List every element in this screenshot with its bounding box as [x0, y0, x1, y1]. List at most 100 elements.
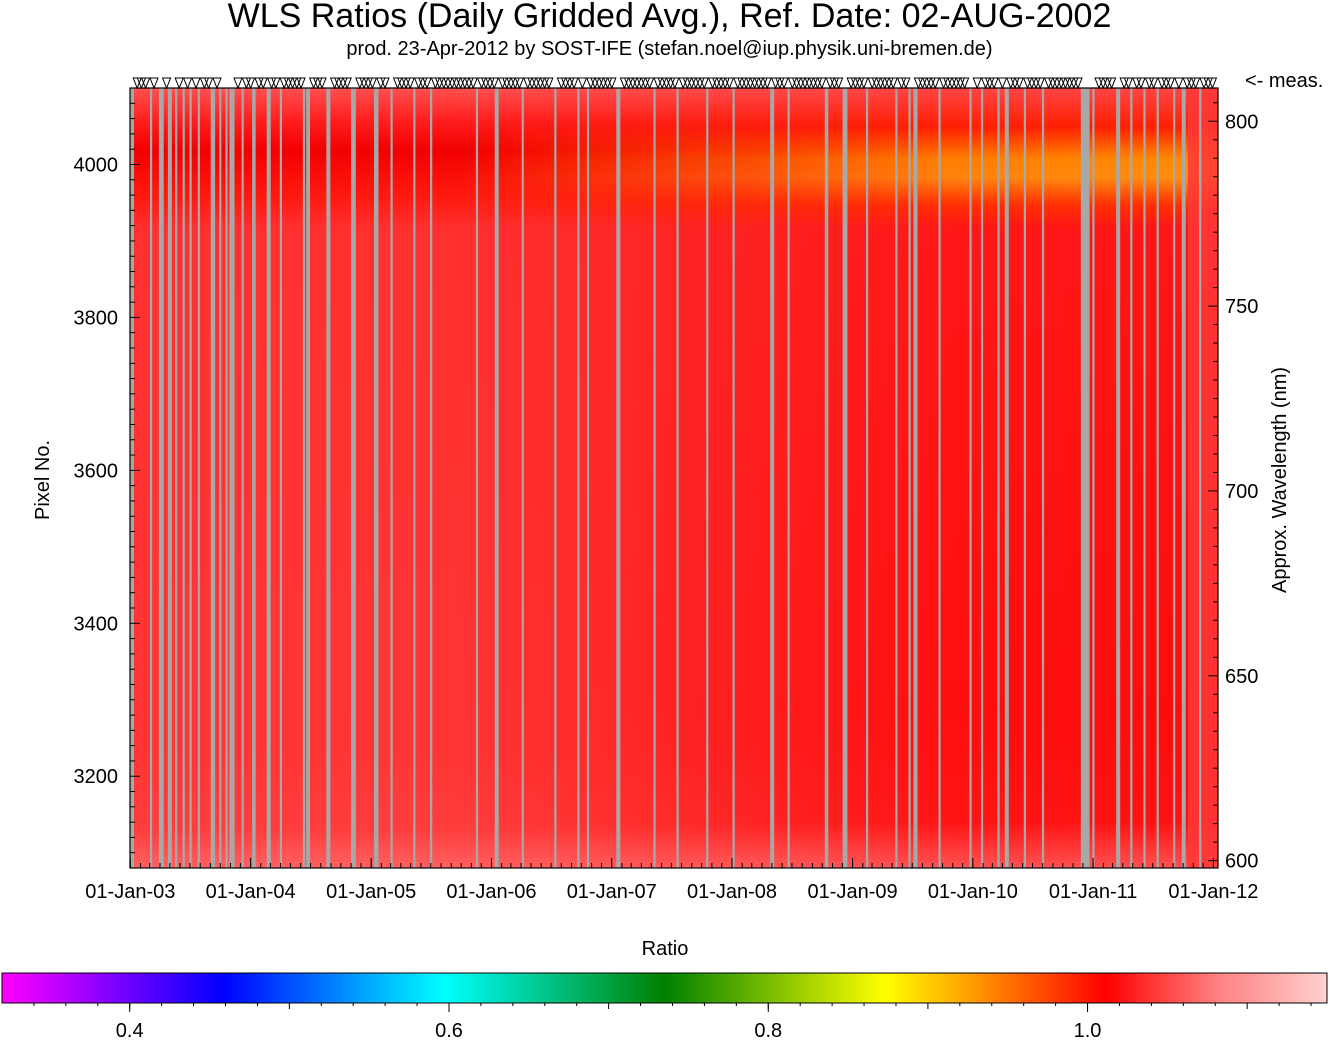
measurement-marker	[678, 77, 688, 90]
y-tick-label: 4000	[74, 154, 119, 176]
data-gap-line	[1086, 88, 1089, 868]
measurement-marker	[287, 77, 298, 90]
measurement-marker	[720, 77, 730, 90]
measurement-marker	[628, 77, 638, 90]
data-gap-line	[895, 88, 898, 868]
measurement-marker	[1035, 77, 1045, 90]
measurement-marker	[724, 77, 735, 90]
measurement-marker	[544, 77, 554, 90]
measurement-marker	[203, 77, 214, 90]
y2-tick-label: 700	[1225, 481, 1258, 503]
measurement-marker	[283, 77, 294, 90]
measurement-marker	[405, 77, 415, 90]
y2-tick-label: 600	[1225, 851, 1258, 873]
measurement-marker	[787, 77, 798, 90]
data-gap-line	[353, 88, 356, 868]
x-tick-label: 01-Jan-04	[206, 881, 296, 903]
data-gaps	[130, 88, 1202, 868]
measurement-marker	[867, 77, 877, 90]
measurement-marker	[182, 77, 193, 90]
data-gap-line	[212, 88, 216, 868]
colorbar-ticks: 0.4 0.6 0.8 1.0	[33, 1003, 1312, 1042]
measurement-marker	[1144, 77, 1155, 90]
measurement-marker	[527, 77, 537, 90]
y-axis-label: Pixel No.	[32, 440, 54, 520]
measurement-marker	[569, 77, 579, 90]
measurement-marker	[1136, 77, 1146, 90]
measurement-marker	[850, 77, 861, 90]
measurement-marker	[871, 77, 882, 90]
measurement-marker	[1022, 77, 1033, 90]
measurement-marker	[699, 77, 709, 90]
measurement-marker	[1060, 77, 1071, 90]
measurement-marker	[804, 77, 814, 90]
measurement-marker	[1048, 77, 1058, 90]
y2-axis-label: Approx. Wavelength (nm)	[1269, 367, 1291, 593]
data-gap-line	[225, 88, 228, 868]
measurement-marker	[1010, 77, 1020, 90]
measurement-marker	[997, 77, 1008, 90]
y-tick-label: 3800	[74, 307, 119, 329]
data-gap-line	[577, 88, 580, 868]
measurement-marker	[896, 77, 907, 90]
data-gap-line	[197, 88, 200, 868]
data-gap-line	[787, 88, 790, 868]
data-gap-line	[653, 88, 656, 868]
measurement-marker	[808, 77, 819, 90]
measurement-marker	[985, 77, 995, 90]
measurement-marker	[880, 77, 890, 90]
data-gap-line	[1087, 88, 1090, 868]
measurement-marker	[636, 77, 646, 90]
colorbar-tick-label: 0.4	[116, 1020, 144, 1042]
data-gap-line	[210, 88, 215, 868]
measurement-marker	[661, 77, 672, 90]
measurement-marker	[565, 77, 575, 90]
colorbar-label: Ratio	[642, 938, 689, 960]
chart-subtitle: prod. 23-Apr-2012 by SOST-IFE (stefan.no…	[346, 38, 993, 60]
measurement-marker	[901, 77, 911, 90]
measurement-marker	[779, 77, 789, 90]
data-gap-line	[1116, 88, 1121, 868]
data-gap-line	[167, 88, 172, 868]
measurement-marker	[644, 77, 655, 90]
measurement-marker	[464, 77, 474, 90]
measurement-marker	[254, 77, 264, 90]
measurement-marker	[149, 77, 159, 90]
measurement-marker	[191, 77, 201, 90]
measurement-marker	[1064, 77, 1075, 90]
measurement-marker	[888, 77, 898, 90]
measurement-marker	[758, 77, 768, 90]
measurement-marker	[955, 77, 966, 90]
measurement-marker	[733, 77, 743, 90]
data-gap-line	[554, 88, 557, 868]
x-tick-label: 01-Jan-12	[1168, 881, 1258, 903]
colorbar-tick-label: 1.0	[1074, 1020, 1102, 1042]
measurement-marker	[1098, 77, 1108, 90]
measurement-marker	[447, 77, 457, 90]
measurement-marker	[481, 77, 491, 90]
measurement-marker	[737, 77, 747, 90]
measurement-marker	[959, 77, 970, 90]
data-gap-line	[241, 88, 244, 868]
data-gap-line	[219, 88, 222, 868]
data-gap-line	[865, 88, 869, 868]
data-gap-line	[158, 88, 162, 868]
measurement-marker	[607, 77, 617, 90]
data-gap-line	[1082, 88, 1087, 868]
x-tick-label: 01-Jan-06	[446, 881, 536, 903]
measurement-marker	[1073, 77, 1083, 90]
measurement-marker	[1031, 77, 1041, 90]
measurement-marker	[632, 77, 642, 90]
measurement-marker	[665, 77, 676, 90]
data-gap-line	[1004, 88, 1009, 868]
data-gap-line	[616, 88, 621, 868]
measurement-marker-label: <- meas.	[1245, 70, 1324, 92]
measurement-marker	[1165, 77, 1176, 90]
measurement-marker	[917, 77, 928, 90]
x-tick-label: 01-Jan-08	[687, 881, 777, 903]
data-gap-line	[374, 88, 379, 868]
measurement-marker	[292, 77, 302, 90]
data-gap-line	[845, 88, 848, 868]
measurement-marker	[749, 77, 760, 90]
measurement-marker	[745, 77, 756, 90]
